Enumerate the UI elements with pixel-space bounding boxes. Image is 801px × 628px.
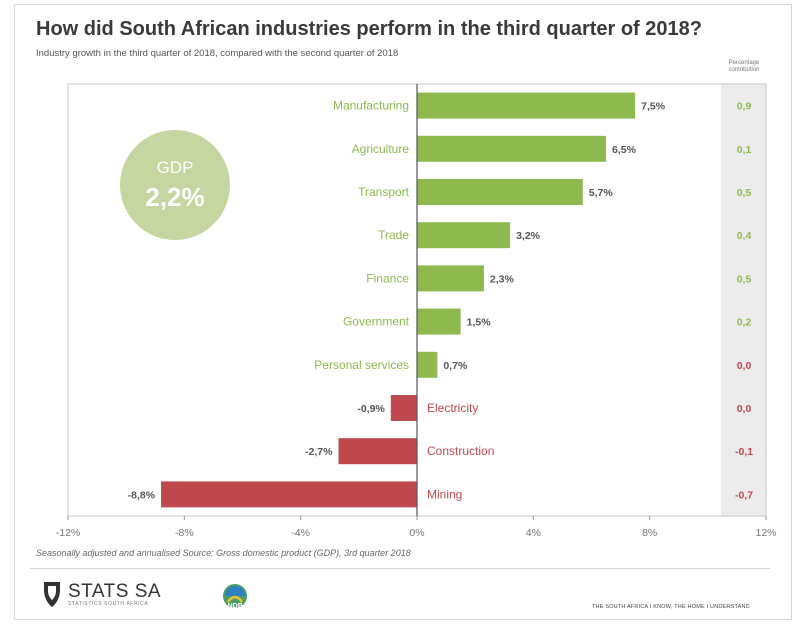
chart-title: How did South African industries perform… [36,18,702,40]
x-tick-label: 4% [526,527,541,539]
value-label: 1,5% [467,317,492,329]
value-label: -2,7% [305,446,333,458]
category-label: Electricity [427,401,478,415]
category-label: Construction [427,444,494,458]
contribution-value: 0,9 [737,101,752,113]
value-label: 2,3% [490,273,515,285]
value-label: 5,7% [589,187,614,199]
contribution-value: 0,0 [737,403,752,415]
category-label: Trade [378,228,409,242]
x-tick-label: -8% [175,527,194,539]
contribution-value: 0,5 [737,273,752,285]
category-label: Finance [366,271,409,285]
contribution-value: 0,2 [737,317,752,329]
gdp-circle [120,130,230,240]
stats-sa-emblem-icon [44,582,60,607]
value-label: 0,7% [443,360,468,372]
value-label: -0,9% [357,403,385,415]
category-label: Agriculture [352,142,410,156]
contribution-header: Percentage contribution [728,60,760,73]
value-label: -8,8% [128,489,156,501]
contribution-value: 0,1 [737,144,752,156]
value-label: 6,5% [612,144,637,156]
ndp-logo: NDP [218,582,252,619]
bar-transport [417,179,583,205]
infographic-frame [14,4,792,620]
x-tick-label: 8% [642,527,657,539]
x-tick-label: 0% [409,527,424,539]
category-label: Transport [358,185,410,199]
bar-electricity [390,395,417,421]
ndp-text: NDP [228,603,243,610]
contribution-value: 0,5 [737,187,752,199]
contribution-column [721,84,766,516]
source-note: Seasonally adjusted and annualised Sourc… [36,548,411,558]
value-label: 3,2% [516,230,541,242]
contribution-value: 0,4 [737,230,752,242]
category-label: Mining [427,487,462,501]
category-label: Personal services [314,358,409,372]
bar-mining [161,481,417,508]
x-tick-label: 12% [755,527,776,539]
bar-manufacturing [417,92,636,119]
bar-finance [417,265,484,292]
bar-government [417,308,461,335]
footer-divider [30,568,770,569]
bar-construction [338,438,417,465]
value-label: 7,5% [641,101,666,113]
gdp-label: GDP [156,158,194,177]
tagline: THE SOUTH AFRICA I KNOW, THE HOME I UNDE… [592,604,750,610]
x-tick-label: -4% [291,527,310,539]
bar-agriculture [417,135,607,162]
stats-sa-logo: STATS SA STATISTICS SOUTH AFRICA [42,580,161,608]
x-tick-label: -12% [56,527,81,539]
brand-name: STATS SA [68,580,162,602]
bar-trade [417,222,511,249]
ndp-emblem-icon: NDP [223,584,247,610]
category-label: Manufacturing [333,99,409,113]
brand-subtitle: STATISTICS SOUTH AFRICA [68,600,149,607]
contribution-value: 0,0 [737,360,752,372]
contribution-value: -0,1 [735,446,753,458]
gdp-value: 2,2% [145,182,205,212]
bar-personal-services [417,351,438,378]
chart-subtitle: Industry growth in the third quarter of … [36,48,399,59]
category-label: Government [343,315,410,329]
contribution-value: -0,7 [735,489,753,501]
